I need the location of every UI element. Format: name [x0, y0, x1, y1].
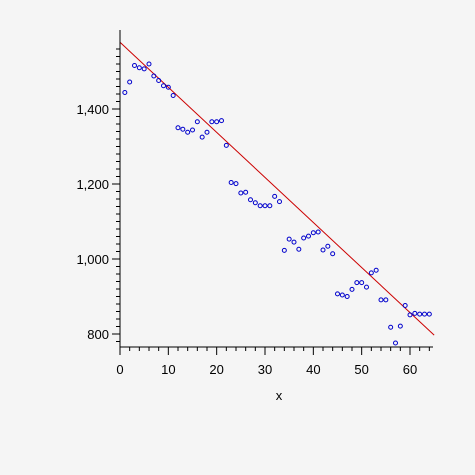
- x-axis: 0 10 20 30 40 50 60: [116, 346, 433, 377]
- data-point: [122, 90, 128, 95]
- data-point: [368, 270, 374, 276]
- data-point: [204, 129, 210, 135]
- data-point: [397, 323, 403, 329]
- data-point: [243, 189, 249, 195]
- data-point: [412, 310, 418, 316]
- data-point: [175, 125, 181, 131]
- data-point: [238, 190, 244, 196]
- data-point: [194, 119, 200, 125]
- data-point: [185, 129, 191, 135]
- y-tick-label: 1,400: [76, 102, 109, 117]
- data-point: [136, 65, 142, 71]
- data-point: [335, 291, 340, 297]
- data-point: [262, 203, 268, 209]
- data-point: [393, 340, 398, 346]
- data-point: [359, 280, 365, 286]
- data-point: [272, 193, 278, 199]
- data-point: [330, 251, 336, 257]
- data-point: [141, 66, 147, 72]
- y-tick-label: 1,200: [76, 177, 109, 192]
- data-point: [349, 286, 355, 292]
- data-point: [219, 118, 224, 124]
- data-point: [161, 83, 166, 89]
- data-points-layer: [122, 61, 432, 346]
- data-point: [233, 181, 239, 187]
- data-point: [426, 311, 432, 317]
- data-point: [310, 230, 316, 236]
- x-tick-label: 10: [161, 362, 175, 377]
- data-point: [180, 126, 186, 132]
- data-point: [127, 79, 133, 85]
- data-point: [296, 246, 302, 252]
- data-point: [422, 311, 427, 317]
- x-axis-label: x: [276, 388, 283, 403]
- data-point: [223, 142, 229, 148]
- x-tick-label: 60: [403, 362, 417, 377]
- data-point: [228, 180, 234, 185]
- x-tick-label: 0: [116, 362, 123, 377]
- data-point: [364, 284, 369, 290]
- y-axis: 800 1,000 1,200 1,400: [76, 30, 121, 347]
- data-point: [214, 119, 220, 125]
- data-point: [151, 73, 157, 79]
- data-point: [402, 303, 408, 308]
- data-point: [156, 78, 162, 83]
- x-tick-label: 50: [354, 362, 368, 377]
- data-point: [199, 134, 205, 140]
- fit-line-layer: [119, 41, 435, 336]
- data-point: [320, 247, 326, 253]
- y-tick-label: 800: [87, 327, 109, 342]
- data-point: [291, 239, 297, 245]
- data-point: [325, 243, 331, 249]
- data-point: [267, 203, 273, 209]
- data-point: [277, 199, 282, 205]
- data-point: [388, 324, 394, 330]
- data-point: [373, 267, 379, 273]
- data-point: [301, 235, 307, 241]
- data-point: [209, 119, 215, 125]
- data-point: [165, 84, 171, 90]
- data-point: [132, 63, 137, 68]
- x-tick-label: 30: [258, 362, 272, 377]
- data-point: [417, 311, 423, 317]
- data-point: [257, 203, 263, 209]
- data-point: [407, 312, 413, 318]
- y-tick-label: 1,000: [76, 252, 109, 267]
- data-point: [354, 280, 360, 286]
- data-point: [315, 229, 321, 235]
- data-point: [383, 297, 389, 303]
- data-point: [378, 297, 384, 303]
- x-tick-label: 20: [209, 362, 223, 377]
- fit-line: [119, 41, 435, 336]
- data-point: [252, 200, 258, 206]
- data-point: [146, 61, 152, 67]
- x-tick-label: 40: [306, 362, 320, 377]
- data-point: [281, 247, 287, 253]
- data-point: [170, 93, 176, 98]
- data-point: [344, 294, 350, 299]
- data-point: [190, 127, 195, 133]
- data-point: [306, 233, 311, 239]
- data-point: [339, 292, 345, 298]
- data-point: [248, 197, 253, 203]
- data-point: [286, 236, 292, 242]
